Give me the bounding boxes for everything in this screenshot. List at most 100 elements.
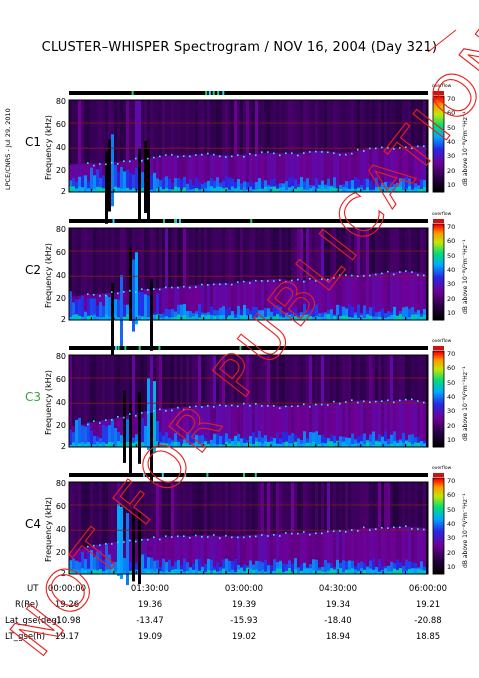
- spectrogram-column: [225, 558, 228, 574]
- spectrogram-column: [228, 438, 231, 447]
- spectrogram-column: [315, 559, 318, 574]
- spectrogram-column: [312, 316, 315, 320]
- spectrogram-column: [258, 310, 261, 320]
- spectrogram-column: [171, 482, 174, 537]
- spectrogram-column: [318, 355, 321, 404]
- spectrogram-column: [372, 569, 375, 574]
- spectrogram-column: [213, 443, 216, 447]
- spectrogram-column: [219, 100, 222, 156]
- spectrogram-column: [234, 558, 237, 574]
- y-tick-label: 40: [55, 143, 66, 153]
- spectrogram-column: [141, 228, 144, 290]
- spectrogram-column: [321, 355, 324, 404]
- spectrogram-column: [192, 569, 195, 574]
- spectrogram-column: [378, 186, 381, 192]
- spectrogram-column: [399, 178, 402, 192]
- spectrogram-column: [330, 100, 333, 152]
- spectrogram-burst: [150, 413, 153, 486]
- spectrogram-column: [231, 404, 234, 447]
- spectrogram-column: [417, 442, 420, 447]
- colorbar-tick-label: 40: [447, 265, 456, 274]
- spectrogram-column: [150, 228, 153, 289]
- colorbar-segment: [433, 273, 444, 276]
- spectrogram-column: [96, 169, 99, 192]
- spectrogram-column: [327, 186, 330, 192]
- spectrogram-column: [78, 176, 81, 192]
- spectrogram-column: [129, 561, 132, 574]
- spectrogram-column: [174, 316, 177, 320]
- trace-point: [189, 406, 191, 408]
- colorbar-segment: [433, 137, 444, 140]
- colorbar-segment: [433, 249, 444, 252]
- spectrogram-column: [258, 100, 261, 154]
- spectrogram-column: [195, 482, 198, 536]
- spectrogram-column: [159, 100, 162, 157]
- spectrogram-column: [255, 100, 258, 154]
- spectrogram-column: [189, 568, 192, 574]
- spectrogram-column: [261, 443, 264, 447]
- spectrogram-column: [291, 316, 294, 320]
- spectrogram-column: [351, 401, 354, 447]
- spectrogram-column: [234, 355, 237, 405]
- spectrogram-column: [174, 100, 177, 156]
- spectrogram-column: [189, 431, 192, 447]
- colorbar-segment: [433, 268, 444, 271]
- spectrogram-burst: [120, 275, 123, 348]
- spectrogram-column: [180, 536, 183, 574]
- trace-point: [195, 405, 197, 408]
- colorbar-segment: [433, 168, 444, 171]
- spectrogram-column: [258, 316, 261, 320]
- spectrogram-column: [171, 408, 174, 447]
- spectrogram-column: [78, 443, 81, 447]
- status-mark: [142, 473, 145, 477]
- spectrogram-burst: [144, 141, 147, 214]
- spectrogram-column: [102, 100, 105, 163]
- spectrogram-column: [201, 435, 204, 447]
- spectrogram-column: [243, 228, 246, 282]
- spectrogram-column: [411, 271, 414, 320]
- colorbar-segment: [433, 265, 444, 268]
- colorbar-segment: [433, 304, 444, 307]
- colorbar-segment: [433, 498, 444, 501]
- spectrogram-column: [126, 304, 129, 320]
- spectrogram-column: [345, 228, 348, 276]
- colorbar-segment: [433, 286, 444, 289]
- spectrogram-column: [207, 558, 210, 574]
- spectrogram-column: [276, 278, 279, 320]
- spectrogram-column: [69, 569, 72, 574]
- spectrogram-column: [210, 444, 213, 447]
- spectrogram-column: [192, 228, 195, 286]
- spectrogram-column: [78, 186, 81, 192]
- colorbar-segment: [433, 416, 444, 419]
- spectrogram-column: [384, 441, 387, 447]
- spectrogram-column: [315, 403, 318, 447]
- spectrogram-column: [177, 187, 180, 192]
- spectrogram-column: [177, 407, 180, 447]
- spectrogram-column: [327, 228, 330, 278]
- status-mark: [138, 346, 141, 350]
- trace-point: [111, 161, 113, 164]
- spectrogram-column: [336, 188, 339, 192]
- colorbar-segment: [433, 394, 444, 397]
- spectrogram-column: [123, 316, 126, 320]
- spectrogram-column: [402, 526, 405, 574]
- trace-point: [129, 289, 131, 292]
- colorbar-tick-label: 60: [447, 491, 456, 500]
- colorbar-segment: [433, 300, 444, 303]
- colorbar-segment: [433, 384, 444, 387]
- trace-point: [285, 280, 287, 283]
- colorbar-segment: [433, 479, 444, 482]
- spectrogram-column: [207, 444, 210, 447]
- spectrogram-column: [327, 482, 330, 532]
- colorbar-segment: [433, 410, 444, 413]
- spectrogram-column: [285, 405, 288, 447]
- colorbar-segment: [433, 490, 444, 493]
- spectrogram-column: [90, 550, 93, 574]
- spectrogram-column: [384, 228, 387, 273]
- spectrogram-column: [270, 279, 273, 320]
- spectrogram-column: [216, 177, 219, 192]
- spectrogram-column: [381, 183, 384, 192]
- spectrogram-column: [84, 569, 87, 574]
- spectrogram-column: [249, 153, 252, 192]
- trace-point: [363, 526, 365, 529]
